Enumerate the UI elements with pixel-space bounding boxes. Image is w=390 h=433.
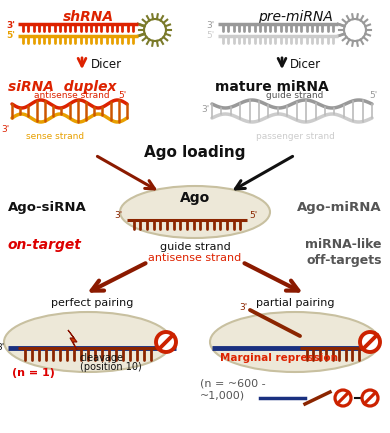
Text: Dicer: Dicer <box>91 58 122 71</box>
Text: antisense strand: antisense strand <box>148 253 242 263</box>
Text: 3': 3' <box>0 343 5 352</box>
Text: mature miRNA: mature miRNA <box>215 80 329 94</box>
Text: 3': 3' <box>115 210 123 220</box>
Text: 5': 5' <box>6 30 15 39</box>
Polygon shape <box>68 330 77 350</box>
Text: (n = 1): (n = 1) <box>12 368 55 378</box>
Text: sense strand: sense strand <box>26 132 84 141</box>
Circle shape <box>360 332 380 352</box>
Text: shRNA: shRNA <box>62 10 113 24</box>
Text: passenger strand: passenger strand <box>255 132 335 141</box>
Text: 3': 3' <box>2 126 10 135</box>
Text: Ago: Ago <box>180 191 210 205</box>
Circle shape <box>362 390 378 406</box>
Text: partial pairing: partial pairing <box>256 298 334 308</box>
Text: 3': 3' <box>202 104 210 113</box>
Ellipse shape <box>210 312 380 372</box>
Text: on-target: on-target <box>8 238 82 252</box>
Text: ~1,000): ~1,000) <box>200 390 245 400</box>
Text: Marginal repression: Marginal repression <box>220 353 338 363</box>
Text: Ago-miRNA: Ago-miRNA <box>297 201 382 214</box>
Text: 3': 3' <box>240 304 248 313</box>
Text: perfect pairing: perfect pairing <box>51 298 133 308</box>
Text: Ago loading: Ago loading <box>144 145 246 160</box>
Text: 5': 5' <box>370 90 378 100</box>
Text: siRNA  duplex: siRNA duplex <box>8 80 117 94</box>
Text: 3': 3' <box>207 20 215 29</box>
Text: 3': 3' <box>6 20 15 29</box>
Text: guide strand: guide strand <box>160 242 230 252</box>
Text: 5': 5' <box>368 332 376 340</box>
Text: 5': 5' <box>118 90 126 100</box>
Text: Ago-siRNA: Ago-siRNA <box>8 201 87 214</box>
Text: Dicer: Dicer <box>290 58 321 71</box>
Ellipse shape <box>120 186 270 238</box>
Text: pre-miRNA: pre-miRNA <box>257 10 332 24</box>
Circle shape <box>335 390 351 406</box>
Text: 5': 5' <box>207 30 215 39</box>
Text: guide strand: guide strand <box>266 90 324 100</box>
Text: 5': 5' <box>161 332 169 340</box>
Ellipse shape <box>4 312 172 372</box>
Text: miRNA-like
off-targets: miRNA-like off-targets <box>305 238 382 267</box>
Text: antisense strand: antisense strand <box>34 90 110 100</box>
Text: 5': 5' <box>249 210 257 220</box>
Text: (position 10): (position 10) <box>80 362 142 372</box>
Text: cleavage: cleavage <box>80 353 124 363</box>
Text: (n = ~600 -: (n = ~600 - <box>200 378 266 388</box>
Circle shape <box>156 332 176 352</box>
